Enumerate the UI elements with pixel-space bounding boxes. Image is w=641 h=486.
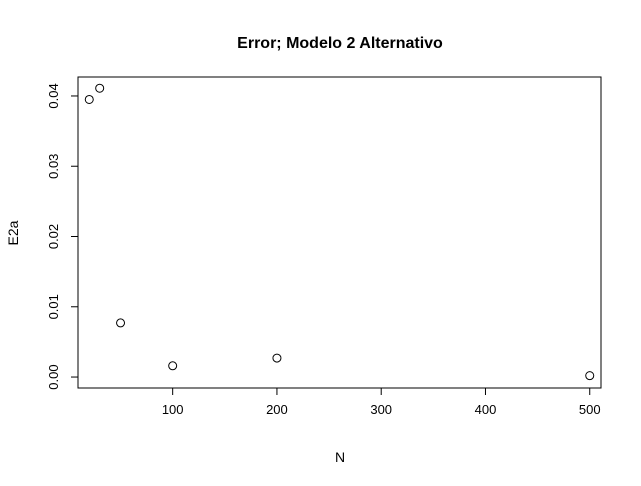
- y-axis: 0.00 0.01 0.02 0.03 0.04: [46, 83, 78, 390]
- y-tick-label: 0.01: [46, 294, 61, 319]
- x-tick-label: 100: [162, 402, 184, 417]
- y-tick-label: 0.00: [46, 364, 61, 389]
- chart-title: Error; Modelo 2 Alternativo: [237, 35, 443, 52]
- data-points: [84, 83, 595, 381]
- y-tick-label: 0.04: [46, 83, 61, 108]
- x-axis-label: N: [335, 449, 345, 465]
- plot-frame: [77, 76, 602, 389]
- y-tick-label: 0.02: [46, 224, 61, 249]
- data-point: [84, 94, 94, 104]
- data-point: [272, 353, 282, 363]
- x-axis: 100 200 300 400 500: [162, 388, 601, 417]
- y-axis-label: E2a: [5, 220, 21, 245]
- x-tick-label: 300: [370, 402, 392, 417]
- data-point: [168, 361, 178, 371]
- y-tick-label: 0.03: [46, 154, 61, 179]
- x-tick-label: 400: [475, 402, 497, 417]
- data-point: [95, 83, 105, 93]
- data-point: [116, 318, 126, 328]
- x-tick-label: 500: [579, 402, 601, 417]
- data-point: [585, 371, 595, 381]
- x-tick-label: 200: [266, 402, 288, 417]
